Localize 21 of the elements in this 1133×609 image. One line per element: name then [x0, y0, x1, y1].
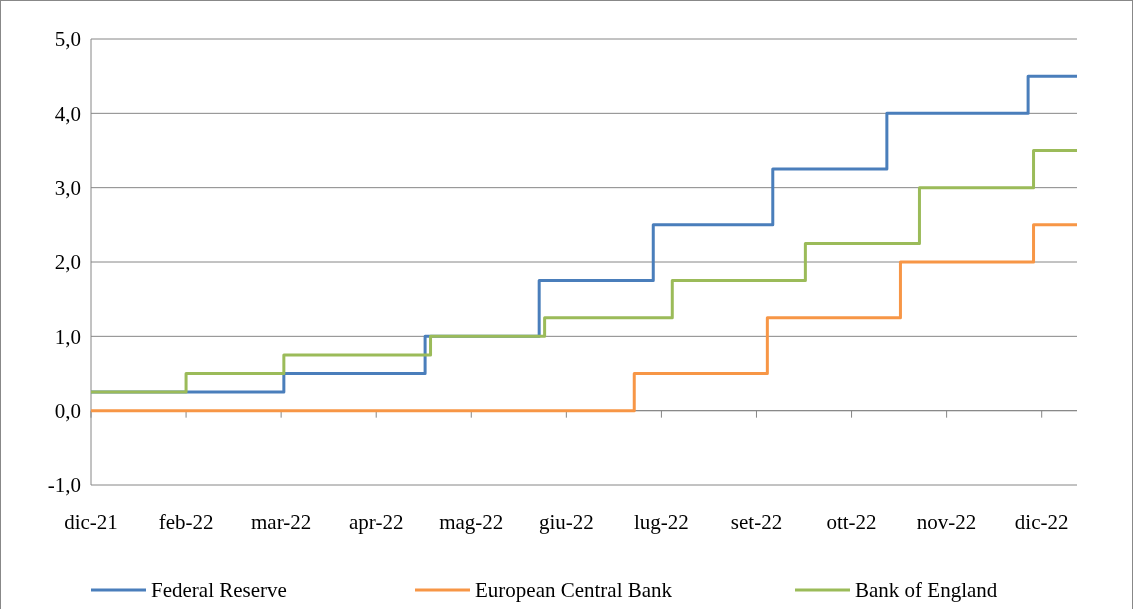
y-tick-label: 0,0: [54, 399, 81, 424]
x-tick-label: apr-22: [349, 510, 404, 534]
y-tick-label: -1,0: [47, 473, 81, 498]
x-tick-label: dic-21: [64, 510, 118, 534]
y-tick-label: 2,0: [54, 250, 81, 275]
legend-label: Bank of England: [855, 578, 998, 602]
x-tick-label: ott-22: [826, 510, 877, 534]
x-tick-label: dic-22: [1014, 510, 1069, 534]
x-tick-label: lug-22: [634, 510, 689, 534]
x-tick-label: set-22: [730, 510, 783, 534]
y-tick-label: 4,0: [54, 101, 81, 126]
legend-label: European Central Bank: [475, 578, 673, 602]
y-tick-label: 1,0: [54, 324, 81, 349]
x-tick-label: mar-22: [251, 510, 312, 534]
y-tick-label: 3,0: [54, 176, 81, 201]
x-tick-label: nov-22: [916, 510, 977, 534]
x-tick-label: mag-22: [439, 510, 504, 534]
y-tick-label: 5,0: [54, 27, 81, 52]
x-tick-label: giu-22: [538, 510, 594, 534]
x-tick-label: feb-22: [158, 510, 214, 534]
legend-label: Federal Reserve: [151, 578, 287, 602]
